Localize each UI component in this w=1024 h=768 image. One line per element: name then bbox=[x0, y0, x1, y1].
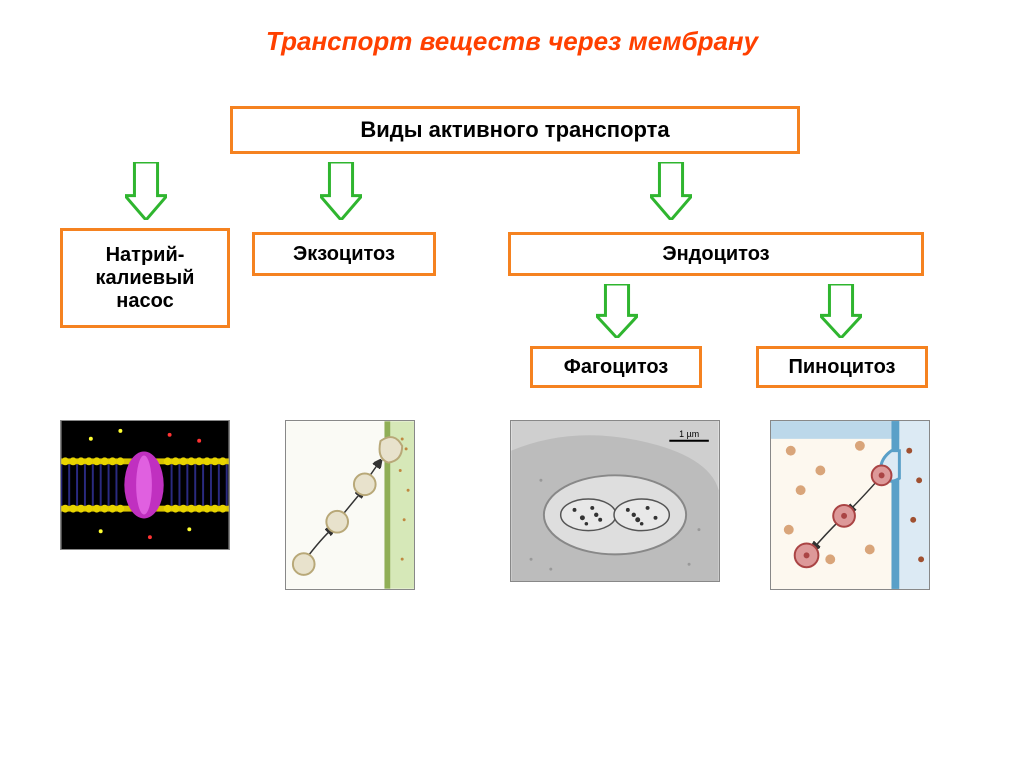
box-pinocytosis: Пиноцитоз bbox=[756, 346, 928, 388]
box-root-label: Виды активного транспорта bbox=[360, 117, 669, 143]
down-arrow-icon bbox=[820, 284, 862, 338]
page-title: Транспорт веществ через мембрану bbox=[0, 0, 1024, 57]
box-exo-label: Экзоцитоз bbox=[293, 243, 395, 266]
box-root: Виды активного транспорта bbox=[230, 106, 800, 154]
svg-text:1 µm: 1 µm bbox=[679, 429, 699, 439]
box-phago-label: Фагоцитоз bbox=[564, 356, 669, 379]
box-pino-label: Пиноцитоз bbox=[789, 356, 896, 379]
box-pump-label: Натрий- калиевый насос bbox=[96, 244, 195, 313]
image-sodium-potassium-pump bbox=[60, 420, 230, 550]
box-phagocytosis: Фагоцитоз bbox=[530, 346, 702, 388]
down-arrow-icon bbox=[650, 162, 692, 220]
image-exocytosis bbox=[285, 420, 415, 590]
down-arrow-icon bbox=[320, 162, 362, 220]
down-arrow-icon bbox=[596, 284, 638, 338]
image-pinocytosis bbox=[770, 420, 930, 590]
box-endo-label: Эндоцитоз bbox=[662, 243, 769, 266]
box-endocytosis: Эндоцитоз bbox=[508, 232, 924, 276]
box-exocytosis: Экзоцитоз bbox=[252, 232, 436, 276]
down-arrow-icon bbox=[125, 162, 167, 220]
box-sodium-potassium-pump: Натрий- калиевый насос bbox=[60, 228, 230, 328]
image-phagocytosis: 1 µm bbox=[510, 420, 720, 582]
